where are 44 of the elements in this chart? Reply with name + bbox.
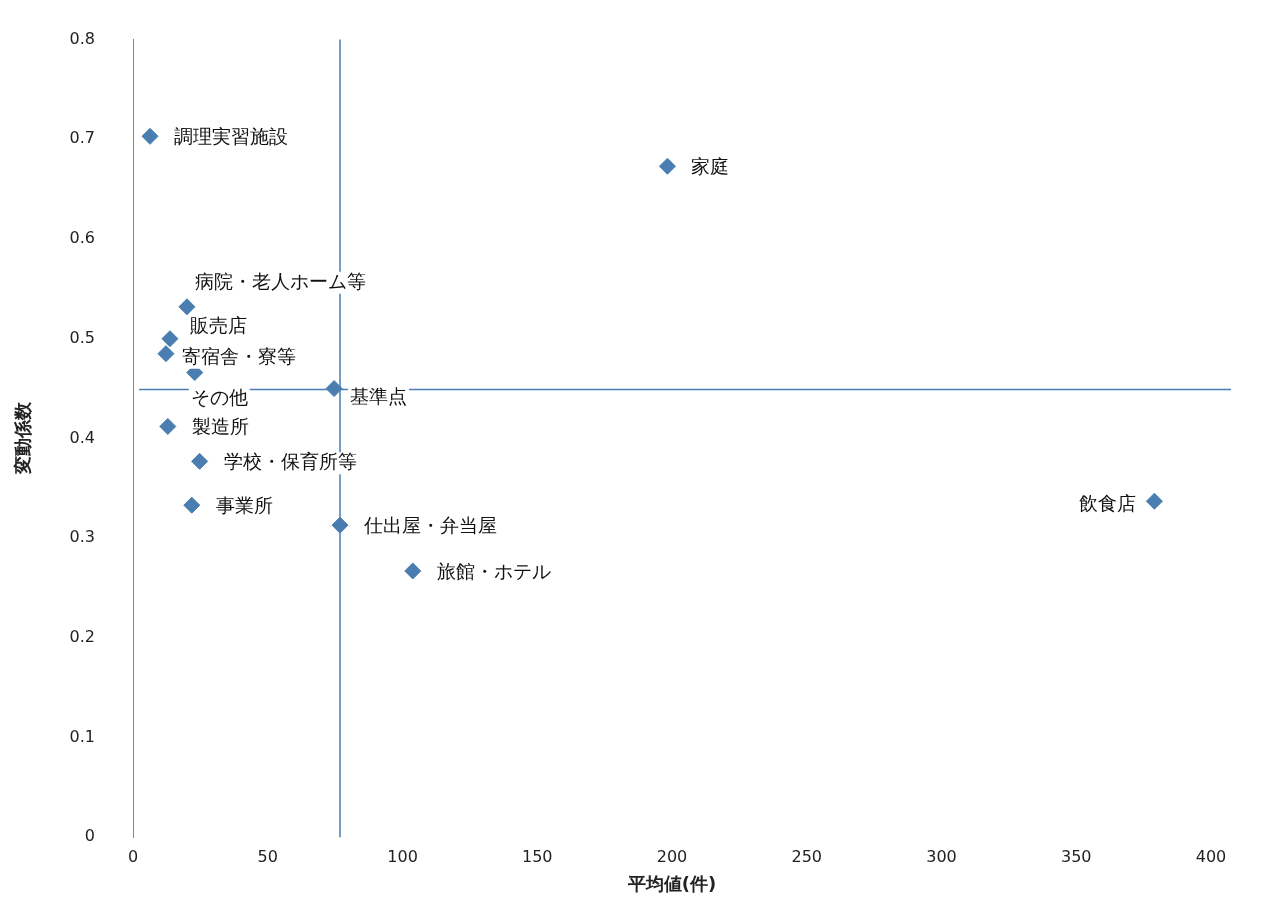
point <box>1145 492 1163 510</box>
annotation: 製造所 <box>191 415 249 438</box>
point <box>658 157 676 175</box>
y-axis-title: 変動係数 <box>12 401 34 476</box>
y-tick-label: 0.5 <box>69 327 96 347</box>
x-tick-label: 50 <box>257 846 278 866</box>
x-tick-label: 0 <box>127 846 139 866</box>
y-tick-label: 0.7 <box>69 128 96 148</box>
annotation: その他 <box>190 385 248 408</box>
annotation: 病院・老人ホーム等 <box>194 269 366 292</box>
point <box>183 496 201 514</box>
annotation: 飲食店 <box>1079 492 1137 515</box>
point <box>161 330 179 348</box>
point <box>141 127 159 145</box>
x-tick-label: 200 <box>656 846 688 866</box>
annotation: 販売店 <box>189 313 247 336</box>
point <box>159 417 177 435</box>
y-tick-label: 0 <box>84 826 96 846</box>
y-tick-label: 0.3 <box>69 527 96 547</box>
x-tick-label: 400 <box>1195 846 1227 866</box>
x-tick-label: 300 <box>926 846 957 866</box>
annotation: 家庭 <box>691 155 730 178</box>
x-axis-title: 平均値(件) <box>626 872 717 894</box>
x-tick-label: 150 <box>522 846 553 866</box>
x-tick-label: 350 <box>1060 846 1092 866</box>
annotation: 基準点 <box>350 385 408 408</box>
point <box>404 562 422 580</box>
y-tick-label: 0.6 <box>69 228 96 248</box>
point <box>191 452 209 470</box>
annotation: 調理実習施設 <box>174 125 289 148</box>
y-tick-label: 0.2 <box>69 626 96 646</box>
annotation: 旅館・ホテル <box>436 559 551 582</box>
annotation: 事業所 <box>215 494 273 517</box>
x-tick-label: 100 <box>387 846 418 866</box>
annotation: 仕出屋・弁当屋 <box>363 514 498 537</box>
x-tick-label: 250 <box>791 846 823 866</box>
point <box>325 380 343 398</box>
y-tick-label: 0.1 <box>69 726 96 746</box>
annotation: 寄宿舎・寮等 <box>181 344 296 367</box>
annotation: 学校・保育所等 <box>223 450 357 473</box>
point <box>157 345 175 363</box>
y-tick-label: 0.8 <box>69 28 96 48</box>
y-tick-label: 0.4 <box>69 427 96 447</box>
point <box>178 298 196 316</box>
